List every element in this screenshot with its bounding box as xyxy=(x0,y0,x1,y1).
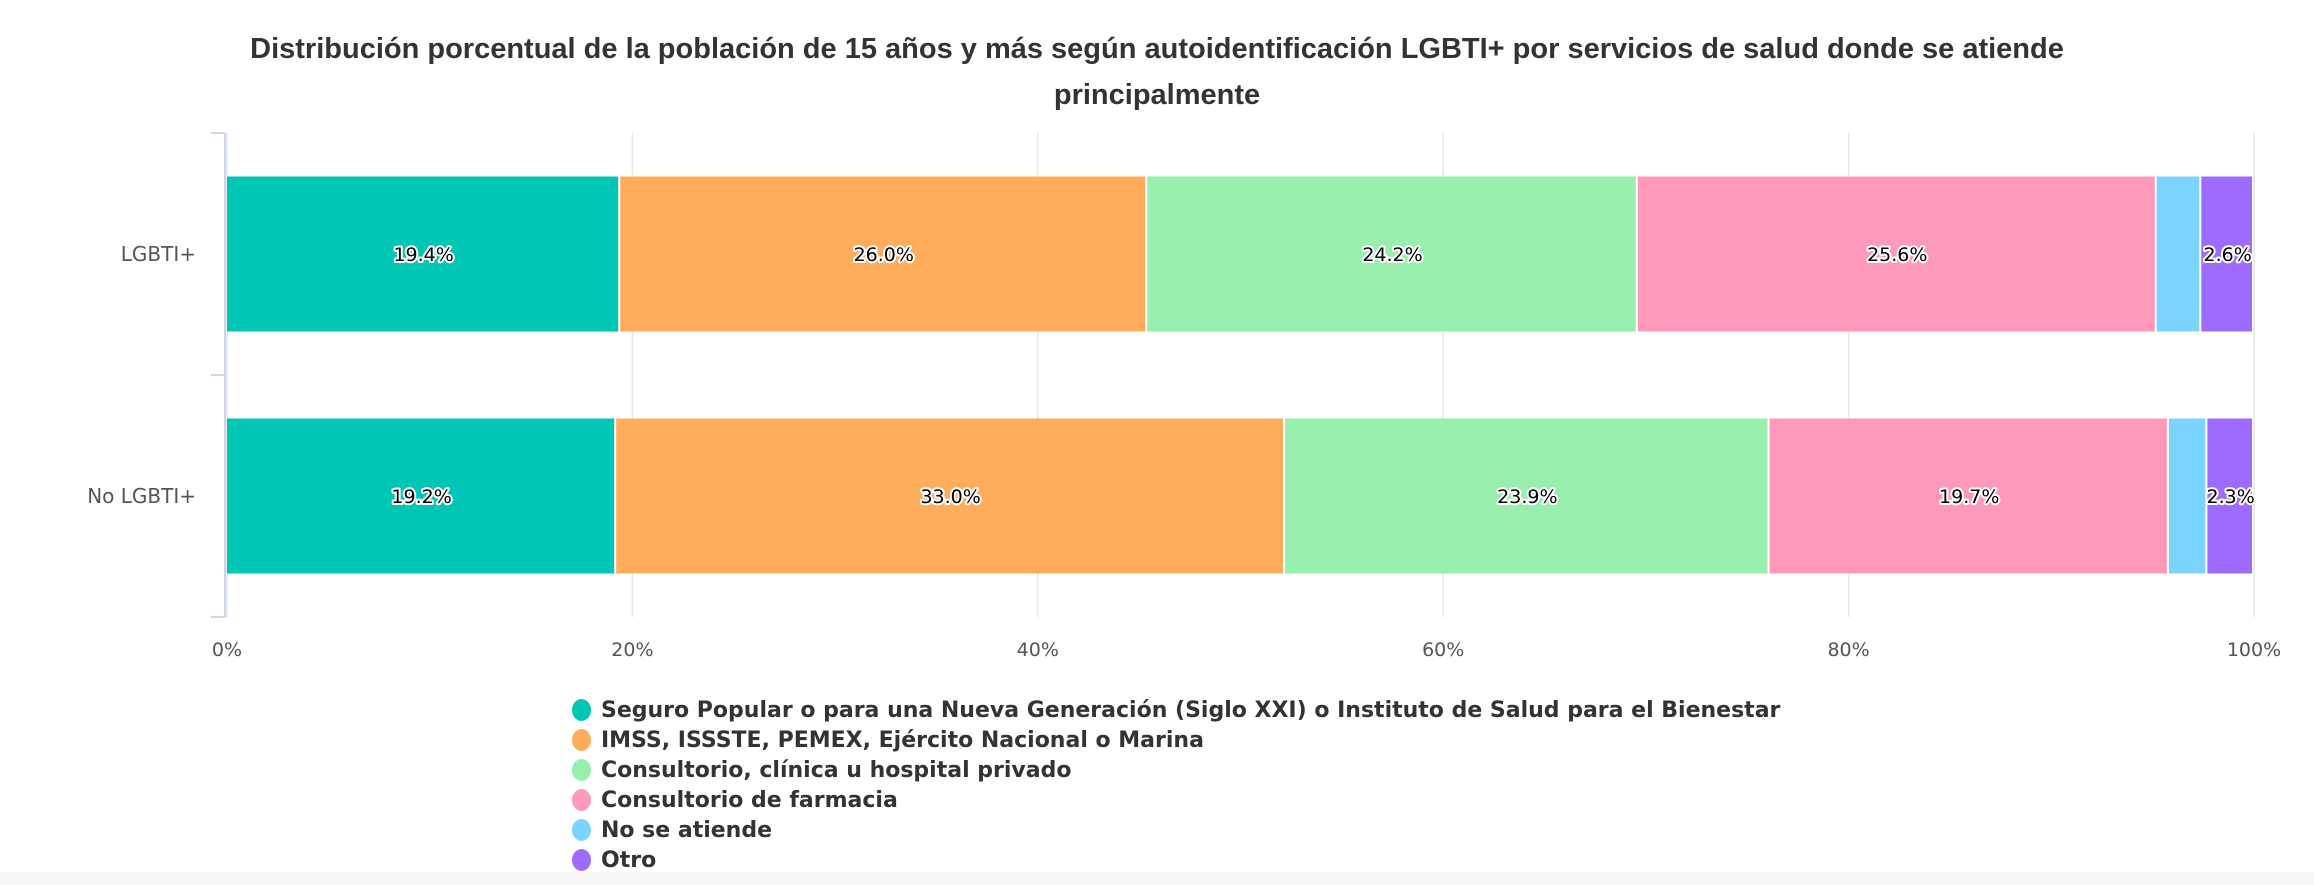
data-label: 2.6% xyxy=(2204,244,2252,266)
legend-marker-icon xyxy=(572,789,591,811)
category-label: LGBTI+ xyxy=(121,242,196,266)
data-label: 25.6% xyxy=(1867,244,1927,266)
page-bottom-edge xyxy=(0,872,2314,885)
category-label: No LGBTI+ xyxy=(87,484,196,508)
data-label: 19.4% xyxy=(393,244,453,266)
legend-marker-icon xyxy=(572,729,591,751)
chart-title: Distribución porcentual de la población … xyxy=(0,26,2314,118)
chart-title-line-1: Distribución porcentual de la población … xyxy=(250,33,2064,65)
legend-item[interactable]: Consultorio de farmacia xyxy=(572,785,1780,815)
x-tick-label: 0% xyxy=(212,639,242,661)
legend-item[interactable]: IMSS, ISSSTE, PEMEX, Ejército Nacional o… xyxy=(572,725,1780,755)
legend-label: Seguro Popular o para una Nueva Generaci… xyxy=(601,697,1781,723)
bar-segment xyxy=(2201,176,2252,332)
bar-segment xyxy=(620,176,1146,332)
x-tick-label: 80% xyxy=(1827,639,1869,661)
x-tick-label: 60% xyxy=(1422,639,1464,661)
bar-segment xyxy=(2168,418,2206,574)
bar-segment xyxy=(227,176,619,332)
bar-segment xyxy=(1769,418,2167,574)
chart-title-line-2: principalmente xyxy=(1053,79,1261,111)
legend-marker-icon xyxy=(572,699,591,721)
x-tick-label: 20% xyxy=(611,639,653,661)
legend-label: IMSS, ISSSTE, PEMEX, Ejército Nacional o… xyxy=(601,727,1204,753)
bar-segment xyxy=(1147,176,1636,332)
data-label: 19.2% xyxy=(391,486,451,508)
legend-marker-icon xyxy=(572,759,591,781)
legend: Seguro Popular o para una Nueva Generaci… xyxy=(572,695,1780,875)
x-tick-label: 40% xyxy=(1017,639,1059,661)
bar-segment xyxy=(1285,418,1768,574)
legend-item[interactable]: No se atiende xyxy=(572,815,1780,845)
legend-label: Consultorio de farmacia xyxy=(601,787,898,813)
bar-segment xyxy=(1637,176,2155,332)
legend-marker-icon xyxy=(572,819,591,841)
data-label: 2.3% xyxy=(2207,486,2255,508)
data-label: 23.9% xyxy=(1497,486,1557,508)
legend-marker-icon xyxy=(572,849,591,871)
data-label: 24.2% xyxy=(1362,244,1422,266)
bar-segment xyxy=(2156,176,2200,332)
legend-item[interactable]: Consultorio, clínica u hospital privado xyxy=(572,755,1780,785)
data-label: 33.0% xyxy=(920,486,980,508)
data-label: 19.7% xyxy=(1939,486,1999,508)
bar-segment xyxy=(227,418,615,574)
x-tick-label: 100% xyxy=(2227,639,2281,661)
legend-label: Consultorio, clínica u hospital privado xyxy=(601,757,1072,783)
legend-item[interactable]: Otro xyxy=(572,845,1780,875)
legend-label: No se atiende xyxy=(601,817,773,843)
bar-segment xyxy=(616,418,1284,574)
legend-label: Otro xyxy=(601,847,657,873)
data-label: 26.0% xyxy=(854,244,914,266)
bar-segment xyxy=(2207,418,2252,574)
legend-item[interactable]: Seguro Popular o para una Nueva Generaci… xyxy=(572,695,1780,725)
